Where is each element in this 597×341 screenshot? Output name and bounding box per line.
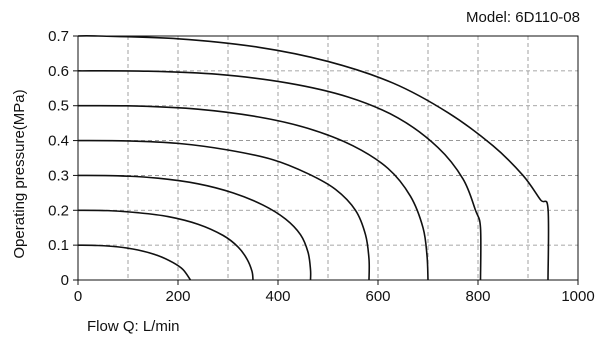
x-tick-label: 400 xyxy=(265,288,290,305)
y-tick-label: 0.5 xyxy=(48,98,69,115)
series-line-6 xyxy=(77,70,482,281)
series-layer xyxy=(77,34,550,281)
y-axis-label: Operating pressure(MPa) xyxy=(11,89,28,258)
plot-frame xyxy=(77,35,579,281)
x-tick-label: 800 xyxy=(465,288,490,305)
y-tick-label: 0.1 xyxy=(48,237,69,254)
series-line-5 xyxy=(77,104,429,281)
x-tick-label: 200 xyxy=(165,288,190,305)
x-tick-label: 600 xyxy=(365,288,390,305)
y-tick-label: 0.3 xyxy=(48,167,69,184)
model-label: Model: 6D110-08 xyxy=(466,9,580,26)
series-line-7 xyxy=(77,34,550,281)
x-tick-label: 0 xyxy=(74,288,82,305)
y-tick-label: 0.7 xyxy=(48,28,69,45)
y-tick-label: 0 xyxy=(61,272,69,289)
y-tick-label: 0.2 xyxy=(48,202,69,219)
y-tick-label: 0.4 xyxy=(48,133,69,150)
series-line-1 xyxy=(77,244,192,281)
ticks-layer: 0 200 400 600 800 1000 0 0.1 0.2 0.3 0.4 0.5 0.6 0.7 xyxy=(48,28,595,305)
series-line-2 xyxy=(77,209,254,281)
x-tick-label: 1000 xyxy=(561,288,594,305)
series-line-3 xyxy=(77,174,312,281)
y-tick-label: 0.6 xyxy=(48,63,69,80)
grid-layer xyxy=(78,36,578,280)
x-axis-label: Flow Q: L/min xyxy=(87,318,180,335)
series-line-4 xyxy=(77,139,371,281)
